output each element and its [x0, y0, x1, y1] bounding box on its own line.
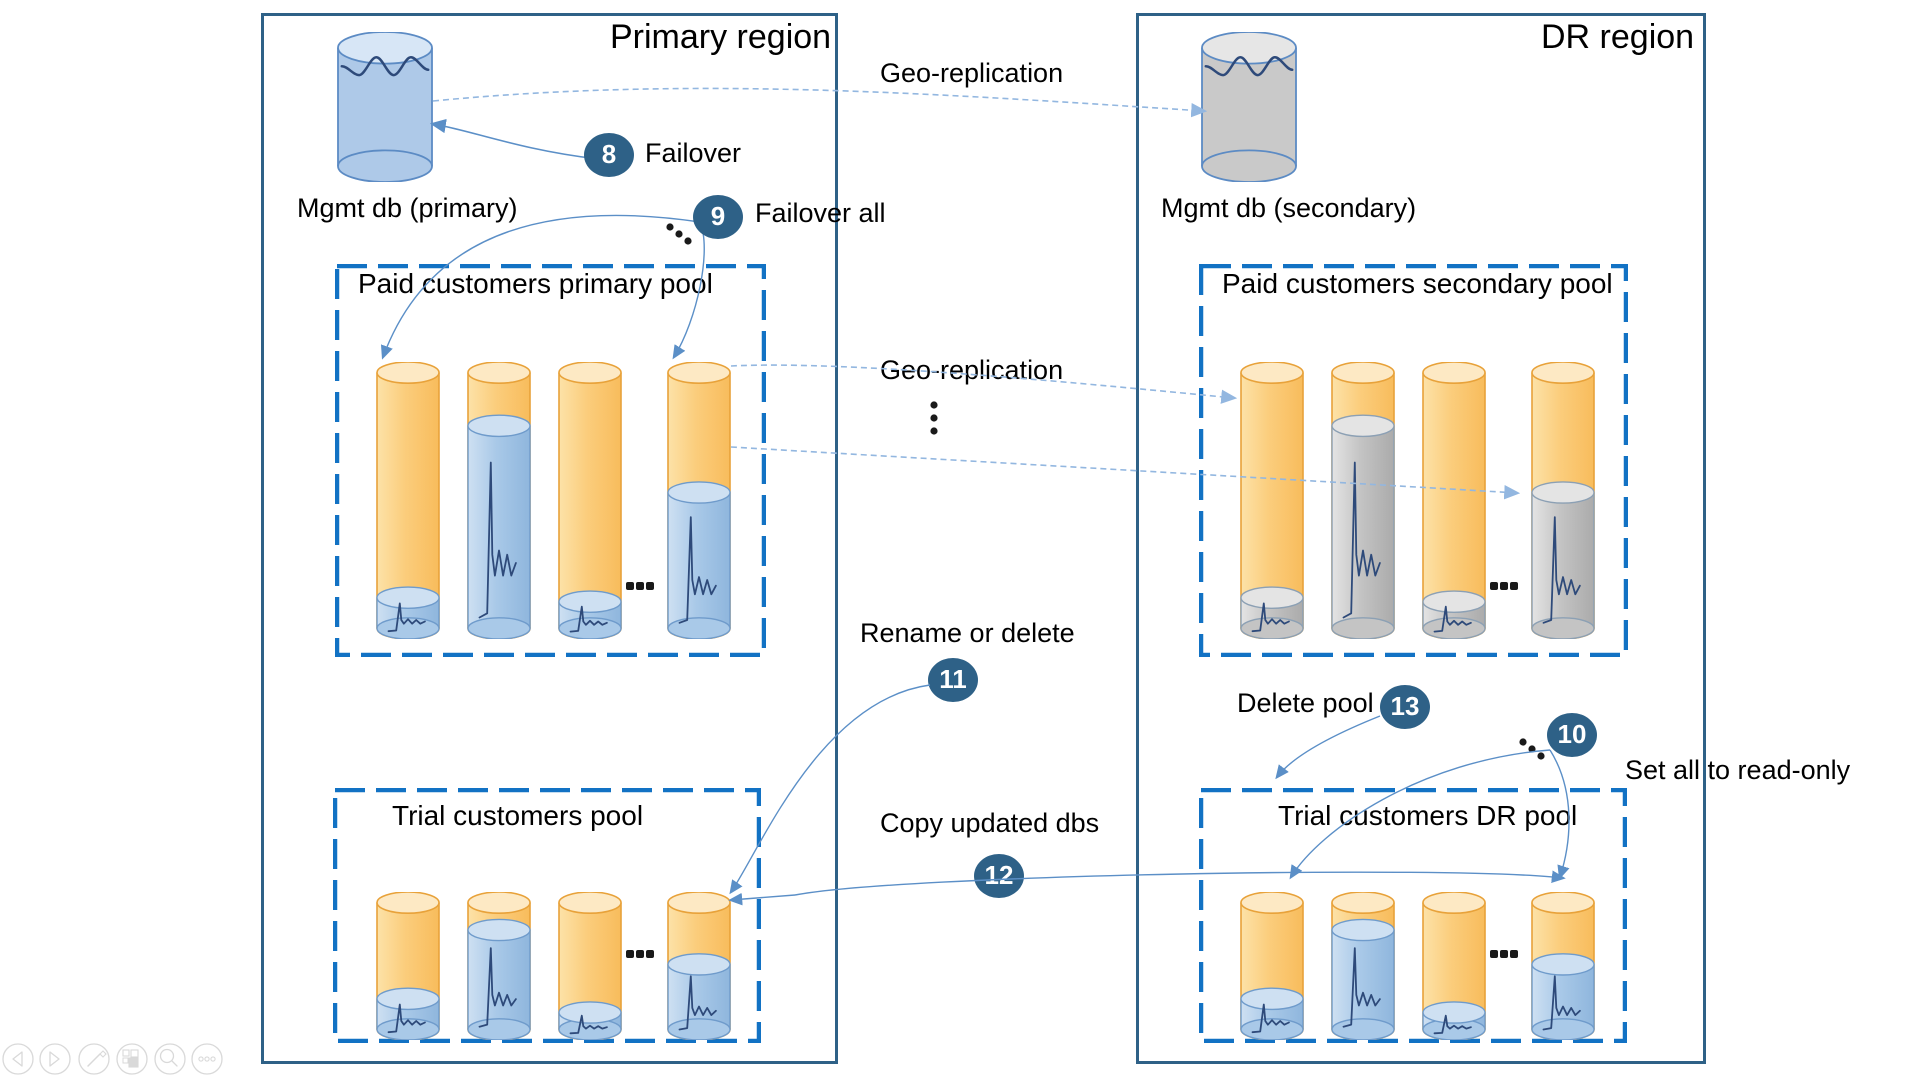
svg-text:13: 13 — [1391, 691, 1420, 721]
svg-text:12: 12 — [985, 860, 1014, 890]
svg-text:10: 10 — [1558, 719, 1587, 749]
svg-text:11: 11 — [939, 664, 967, 694]
svg-text:8: 8 — [602, 139, 616, 169]
svg-text:9: 9 — [711, 201, 725, 231]
